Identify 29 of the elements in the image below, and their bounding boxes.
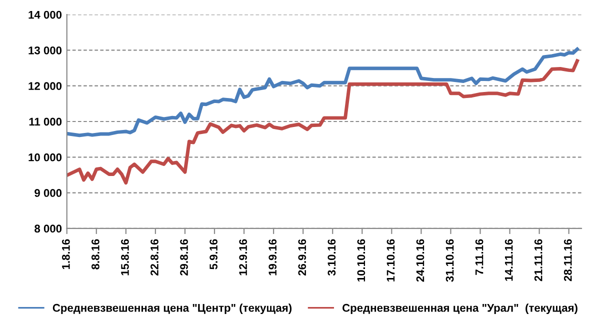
x-tick-label: 22.8.16: [150, 239, 158, 276]
x-tick-label: 19.9.16: [268, 239, 277, 276]
y-tick-label: 13 000: [28, 46, 62, 54]
y-tick-label: 11 000: [29, 118, 62, 126]
x-tick-label: 21.11.16: [534, 239, 542, 282]
x-tick-label: 29.8.16: [180, 239, 188, 276]
x-tick-label: 26.9.16: [298, 239, 306, 276]
line-series: [66, 47, 579, 138]
legend-label: Средневзвешенная цена "Центр" (текущая): [52, 304, 292, 314]
line-series: [66, 59, 579, 185]
x-tick-label: 1.8.16: [62, 239, 70, 270]
x-tick-label: 28.11.16: [564, 239, 572, 282]
y-tick-label: 8 000: [34, 224, 62, 233]
x-tick-label: 3.10.16: [328, 239, 336, 276]
x-tick-label: 7.11.16: [475, 239, 484, 275]
x-tick-label: 8.8.16: [92, 239, 100, 270]
x-tick-label: 31.10.16: [446, 239, 454, 282]
x-tick-label: 5.9.16: [210, 239, 218, 270]
x-tick-label: 15.8.16: [121, 239, 129, 276]
legend-label: Средневзвешенная цена "Урал" (текущая): [342, 304, 578, 314]
y-tick-label: 12 000: [28, 82, 62, 90]
x-tick-label: 14.11.16: [504, 239, 513, 281]
x-tick-label: 24.10.16: [416, 239, 424, 282]
y-tick-label: 9 000: [34, 189, 62, 197]
y-tick-label: 14 000: [28, 10, 62, 19]
x-tick-label: 10.10.16: [357, 239, 366, 282]
y-tick-label: 10 000: [28, 153, 62, 162]
x-tick-label: 12.9.16: [239, 239, 248, 276]
x-tick-label: 17.10.16: [386, 239, 395, 282]
